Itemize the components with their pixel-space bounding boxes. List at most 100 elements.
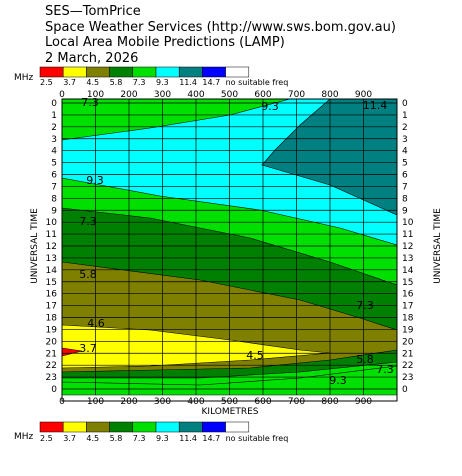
y-tick-label-right: 12 [402,242,413,252]
legend-label: 7.3 [133,78,146,87]
x-tick-label-top: 0 [59,90,65,100]
y-tick-label-right: 22 [402,361,413,371]
legend-label: 14.7 [202,78,220,87]
y-tick-label-right: 16 [402,290,414,300]
legend-label: 5.8 [110,434,123,443]
y-tick-label-left: 4 [51,147,57,157]
contour-label: 4.6 [87,317,105,330]
contour-label: 3.7 [79,342,97,355]
legend-swatch [39,421,64,433]
contour-label: 9.3 [329,374,347,387]
contour-label: 11.4 [363,99,388,112]
y-tick-label-left: 7 [51,182,57,192]
x-tick-label-top: 900 [355,90,372,100]
y-tick-label-right: 1 [402,111,408,121]
legend-swatch [109,66,134,78]
y-tick-label-right: 10 [402,218,414,228]
y-tick-label-left: 23 [46,373,57,383]
legend-label: 5.8 [110,78,123,87]
contour-label: 7.3 [376,363,394,376]
y-tick-label-left: 3 [51,135,57,145]
legend-label: 3.7 [63,78,76,87]
x-tick-label-top: 200 [120,90,137,100]
y-tick-label-right: 4 [402,147,408,157]
y-tick-label-right: 6 [402,171,408,181]
header-line: Space Weather Services (http://www.sws.b… [45,20,396,35]
x-tick-label-bottom: 200 [120,397,137,407]
x-axis-label: KILOMETRES [202,407,259,417]
legend-label: 2.5 [40,434,53,443]
legend-label: no suitable freq [226,434,289,443]
y-tick-label-left: 5 [51,159,57,169]
legend-label: no suitable freq [226,78,289,87]
y-tick-label-right: 17 [402,302,413,312]
y-tick-label-right: 11 [402,230,413,240]
legend-label: 9.3 [156,434,169,443]
y-tick-label-right: 7 [402,182,408,192]
y-tick-label-right: 20 [402,337,414,347]
contour-label: 7.3 [79,215,97,228]
x-tick-label-bottom: 900 [355,397,372,407]
y-tick-label-left: 14 [46,266,58,276]
y-tick-label-left: 12 [46,242,57,252]
y-tick-label-right: 3 [402,135,408,145]
contour-label: 7.3 [81,96,99,109]
legend-unit: MHz [14,73,34,83]
legend-swatch [178,66,203,78]
legend-swatch [225,66,250,78]
y-tick-label-left: 22 [46,361,57,371]
y-tick-label-left: 11 [46,230,57,240]
y-tick-label-left: 6 [51,171,57,181]
legend-label: 9.3 [156,78,169,87]
contour-label: 9.3 [86,174,104,187]
y-tick-label-left: 13 [46,254,57,264]
plot-frame [61,98,398,402]
y-tick-label-left: 1 [51,111,57,121]
legend-swatch [225,421,250,433]
y-tick-label-right: 19 [402,325,414,335]
y-tick-label-right: 0 [402,385,408,395]
y-tick-label-right: 0 [402,99,408,109]
header-line: SES—TomPrice [45,4,141,19]
y-tick-label-left: 15 [46,278,57,288]
contour-label: 4.5 [246,349,264,362]
legend-label: 3.7 [63,434,76,443]
contour-label: 9.3 [261,100,279,113]
legend-swatch [86,66,110,78]
legend-label: 14.7 [202,434,220,443]
y-tick-label-left: 18 [46,314,58,324]
y-tick-label-right: 8 [402,194,408,204]
legend-label: 4.5 [86,434,99,443]
legend-swatch [109,421,134,433]
x-tick-label-top: 600 [254,90,271,100]
y-tick-label-left: 10 [46,218,58,228]
legend-swatch [202,66,226,78]
x-tick-label-bottom: 100 [87,397,104,407]
y-tick-label-left: 9 [51,206,57,216]
y-tick-label-right: 18 [402,314,414,324]
legend-label: 11.4 [179,434,197,443]
y-tick-label-right: 15 [402,278,413,288]
x-tick-label-top: 400 [187,90,204,100]
legend-unit: MHz [14,432,34,442]
legend-swatch [62,66,87,78]
x-tick-label-bottom: 400 [187,397,204,407]
y-tick-label-right: 21 [402,349,413,359]
y-tick-label-right: 13 [402,254,413,264]
y-tick-label-right: 23 [402,373,413,383]
legend-swatch [86,421,110,433]
x-tick-label-bottom: 0 [59,397,65,407]
contour-label: 5.8 [356,353,374,366]
y-tick-label-left: 17 [46,302,57,312]
y-tick-label-left: 20 [46,337,58,347]
header-line: 2 March, 2026 [45,51,138,66]
y-tick-label-right: 2 [402,123,408,133]
legend-swatch [132,66,157,78]
y-tick-label-right: 5 [402,159,408,169]
legend-label: 11.4 [179,78,197,87]
y-tick-label-right: 14 [402,266,414,276]
legend-swatch [202,421,226,433]
legend-swatch [155,421,180,433]
